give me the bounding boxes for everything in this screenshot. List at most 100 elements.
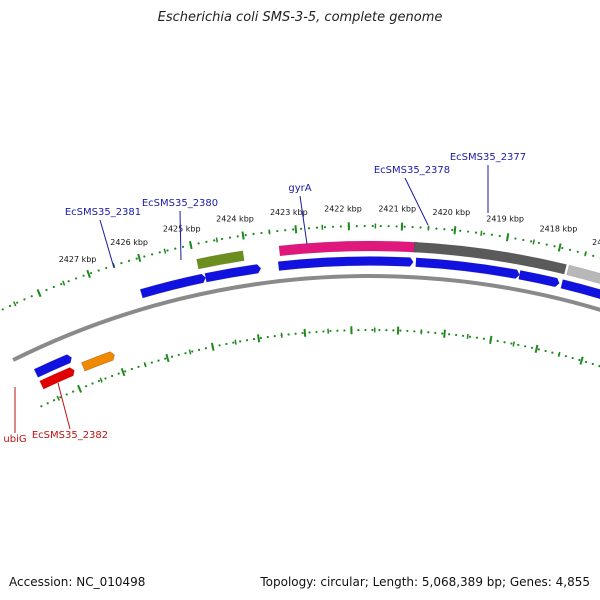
gene-label: EcSMS35_2380 [142, 198, 218, 209]
outer-tick-dot [97, 269, 100, 272]
inner-tick-dot [191, 350, 194, 353]
inner-tick-dot [287, 333, 290, 336]
inner-tick-dot [40, 405, 43, 408]
outer-tick-dot [23, 298, 26, 301]
inner-tick-dot [584, 360, 588, 364]
accession-text: Accession: NC_010498 [9, 575, 146, 589]
inner-tick-dot [537, 348, 540, 351]
tick-label: 2423 kbp [270, 208, 308, 217]
light-gray-feature [566, 264, 600, 285]
outer-tick-dot [568, 248, 572, 251]
inner-tick-dot [91, 382, 94, 385]
inner-tick-dot [266, 335, 269, 339]
tick-label: 2417 kbp [592, 238, 600, 247]
inner-tick-dot [84, 385, 88, 388]
inner-tick-dot [232, 341, 235, 344]
inner-tick-dot [184, 352, 187, 355]
outer-tick-dot [127, 259, 131, 262]
cds-2377 [518, 270, 560, 288]
inner-tick-dot [52, 399, 56, 402]
inner-tick-dot [150, 361, 153, 364]
outer-tick-dot [52, 285, 55, 289]
inner-tick-dot [357, 328, 360, 332]
outer-tick-dot [213, 239, 216, 242]
inner-tick-dot [343, 329, 346, 332]
outer-tick-dot [419, 226, 422, 229]
outer-tick-dot [371, 224, 374, 228]
inner-tick-dot [252, 337, 256, 341]
inner-tick-dot [544, 349, 547, 353]
gene-label: ubiG [3, 434, 26, 445]
outer-tick-dot [395, 225, 398, 228]
outer-scale-tick [86, 269, 91, 279]
outer-tick-dot [514, 237, 517, 240]
inner-tick-dot [434, 331, 437, 334]
inner-scale-tick [512, 341, 515, 347]
inner-tick-dot [329, 329, 332, 333]
outer-tick-dot [205, 240, 208, 243]
outer-tick-dot [522, 238, 525, 242]
inner-tick-dot [371, 328, 374, 332]
cds-2378 [415, 257, 520, 279]
genome-summary: Topology: circular; Length: 5,068,389 bp… [260, 575, 590, 589]
outer-tick-dot [8, 304, 12, 308]
outer-tick-dot [530, 240, 533, 243]
inner-tick-dot [524, 345, 527, 348]
inner-scale-tick [280, 332, 283, 338]
inner-tick-dot [503, 341, 506, 344]
cds-left [33, 354, 72, 378]
outer-tick-dot [292, 228, 295, 231]
gene-label: EcSMS35_2381 [65, 207, 141, 218]
outer-tick-dot [339, 225, 342, 228]
inner-tick-dot [385, 329, 388, 332]
inner-scale-tick [143, 362, 147, 368]
inner-tick-dot [46, 402, 49, 405]
inner-tick-dot [117, 372, 120, 375]
inner-tick-dot [468, 335, 472, 338]
inner-tick-dot [378, 328, 381, 332]
inner-tick-dot [137, 365, 140, 368]
outer-tick-dot [276, 229, 279, 233]
inner-tick-dot [399, 329, 402, 332]
inner-tick-dot [197, 348, 201, 351]
outer-tick-dot [16, 301, 19, 304]
outer-tick-dot [60, 282, 63, 286]
inner-tick-dot [65, 393, 68, 396]
outer-tick-dot [490, 233, 493, 236]
outer-tick-dot [411, 225, 414, 229]
outer-scale-tick [505, 233, 510, 242]
outer-tick-dot [236, 235, 239, 238]
outer-tick-dot [82, 274, 85, 277]
outer-tick-dot [197, 242, 200, 245]
outer-tick-dot [355, 225, 358, 228]
outer-scale-tick [188, 240, 193, 250]
inner-tick-dot [496, 339, 499, 343]
inner-scale-tick [303, 328, 307, 337]
outer-tick-dot [158, 251, 161, 254]
tick-label: 2426 kbp [110, 238, 148, 247]
genome-backbone [12, 274, 600, 362]
outer-scale-tick [163, 248, 167, 254]
inner-tick-dot [461, 334, 465, 337]
inner-tick-dot [364, 328, 367, 332]
inner-tick-dot [245, 339, 249, 342]
tick-label: 2424 kbp [216, 215, 254, 224]
outer-tick-dot [228, 236, 232, 239]
outer-scale-tick [532, 239, 535, 245]
orange-feature [81, 351, 115, 372]
outer-tick-dot [30, 295, 33, 298]
outer-tick-dot [443, 228, 446, 231]
outer-tick-dot [387, 225, 390, 228]
outer-tick-dot [75, 277, 78, 280]
gene-label: gyrA [288, 183, 311, 194]
inner-tick-dot [441, 332, 444, 335]
inner-tick-dot [301, 331, 304, 335]
outer-tick-dot [166, 249, 169, 252]
callout-line [57, 382, 71, 430]
inner-scale-tick [77, 384, 83, 393]
inner-tick-dot [551, 351, 554, 354]
inner-scale-tick [466, 333, 469, 340]
inner-tick-dot [225, 342, 228, 346]
callout-line [404, 177, 429, 226]
inner-tick-dot [482, 337, 485, 340]
